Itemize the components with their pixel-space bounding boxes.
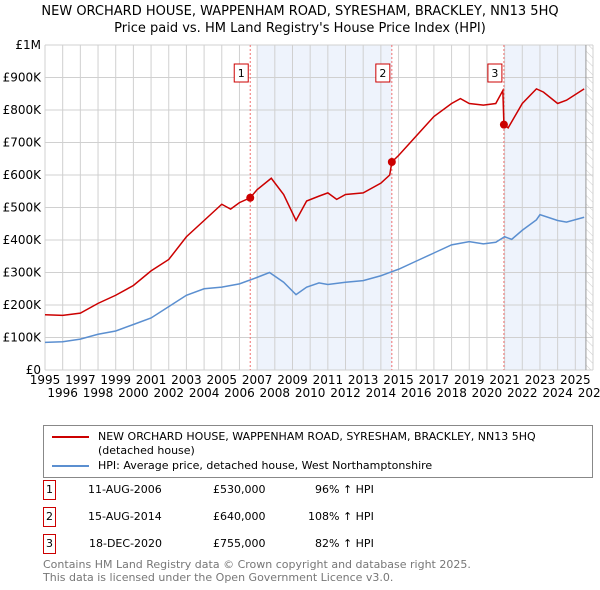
x-tick-label: 2000 [118,386,149,400]
x-tick-label: 2012 [330,386,361,400]
x-tick-label: 2013 [348,373,379,387]
x-tick-label: 1996 [47,386,78,400]
sale-label-box [375,63,391,83]
x-tick-label: 1998 [83,386,114,400]
x-tick-label: 2006 [224,386,255,400]
y-tick-label: £100K [3,331,43,345]
y-tick-label: £600K [3,168,43,182]
sale-price: £755,000 [213,537,266,550]
sale-number: 1 [43,480,56,500]
x-tick-label: 2011 [313,373,344,387]
sale-point [499,120,508,129]
footer-line: This data is licensed under the Open Gov… [43,571,394,584]
footer: Contains HM Land Registry data © Crown c… [43,558,471,584]
y-tick-label: £0 [26,363,41,377]
x-tick-label: 2001 [136,373,167,387]
sale-date: 18-DEC-2020 [89,537,163,550]
y-tick-label: £700K [3,136,43,150]
sale-label-box [487,63,503,83]
property-price-line [44,87,585,317]
sale-date: 11-AUG-2006 [88,483,162,496]
sale-label: 2 [379,67,386,80]
y-tick-label: £200K [3,298,43,312]
footer-line: Contains HM Land Registry data © Crown c… [43,558,471,571]
x-tick-label: 2014 [366,386,397,400]
hpi-line [44,213,585,344]
x-tick-label: 2005 [207,373,238,387]
sale-date: 15-AUG-2014 [88,510,162,523]
sale-number: 3 [43,534,56,554]
y-tick-label: £800K [3,103,43,117]
x-tick-label: 2008 [260,386,291,400]
x-tick-label: 2017 [419,373,450,387]
sale-label: 3 [491,67,498,80]
x-tick-label: 2015 [383,373,414,387]
y-tick-label: £500K [3,201,43,215]
x-tick-label: 1995 [30,373,61,387]
sale-label-box [233,63,249,83]
x-tick-label: 2002 [153,386,184,400]
x-tick-label: 2016 [401,386,432,400]
sale-point [246,193,255,202]
y-tick-label: £900K [3,71,43,85]
x-tick-label: 2023 [525,373,556,387]
x-tick-label: 2025 [560,373,591,387]
legend-hpi: HPI: Average price, detached house, West… [98,459,433,472]
y-tick-label: £300K [3,266,43,280]
x-tick-label: 2021 [489,373,520,387]
x-tick-label: 2004 [189,386,220,400]
x-tick-label: 2003 [171,373,202,387]
sale-number: 2 [43,507,56,527]
x-tick-label: 2020 [472,386,503,400]
title-line: NEW ORCHARD HOUSE, WAPPENHAM ROAD, SYRES… [41,4,559,19]
sale-label: 1 [238,67,245,80]
x-tick-label: 2026 [578,386,600,400]
x-tick-label: 1999 [100,373,131,387]
x-tick-label: 1997 [65,373,96,387]
legend-property: NEW ORCHARD HOUSE, WAPPENHAM ROAD, SYRES… [98,430,536,457]
x-tick-label: 2007 [242,373,273,387]
sale-hpi: 82% ↑ HPI [315,537,374,550]
sale-hpi: 96% ↑ HPI [315,483,374,496]
sale-hpi: 108% ↑ HPI [308,510,374,523]
y-tick-label: £1M [15,38,41,52]
subtitle-line: Price paid vs. HM Land Registry's House … [114,21,486,36]
x-tick-label: 2019 [454,373,485,387]
x-tick-label: 2009 [277,373,308,387]
legend-swatch-hpi [52,465,89,467]
sale-point [387,158,396,166]
sale-price: £530,000 [213,483,266,496]
x-tick-label: 2024 [542,386,573,400]
legend: NEW ORCHARD HOUSE, WAPPENHAM ROAD, SYRES… [43,425,593,478]
x-tick-label: 2022 [507,386,538,400]
price-chart: 1995199619971998199920002001200220032004… [3,38,600,400]
x-tick-label: 2018 [436,386,467,400]
legend-swatch-property [52,436,89,438]
x-tick-label: 2010 [295,386,326,400]
sale-price: £640,000 [213,510,266,523]
y-tick-label: £400K [3,233,43,247]
chart-title: NEW ORCHARD HOUSE, WAPPENHAM ROAD, SYRES… [0,3,600,37]
